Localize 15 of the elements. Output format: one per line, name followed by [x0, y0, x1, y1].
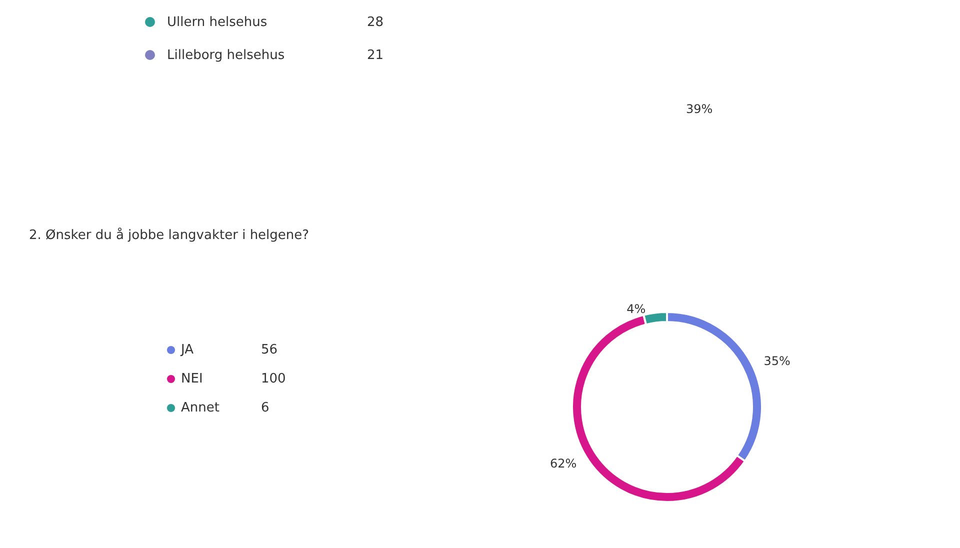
chart-title: 2. Ønsker du å jobbe langvakter i helgene? — [29, 227, 310, 243]
legend-label: JA — [180, 342, 194, 358]
legend-label: Annet — [181, 400, 220, 416]
text: 100 — [261, 372, 286, 386]
legend-label: NEI — [181, 372, 203, 386]
text: 21 — [367, 48, 384, 62]
data-label: 4% — [626, 302, 646, 316]
text: 28 — [367, 14, 384, 30]
text: 39% — [686, 102, 713, 116]
category-label: Ullern helsehus — [167, 14, 268, 30]
text: 6 — [261, 400, 270, 416]
text: 56 — [261, 342, 278, 358]
category-label: Lilleborg helsehus — [167, 48, 286, 62]
data-label: 35% — [764, 354, 790, 368]
data-label: 62% — [550, 456, 577, 470]
